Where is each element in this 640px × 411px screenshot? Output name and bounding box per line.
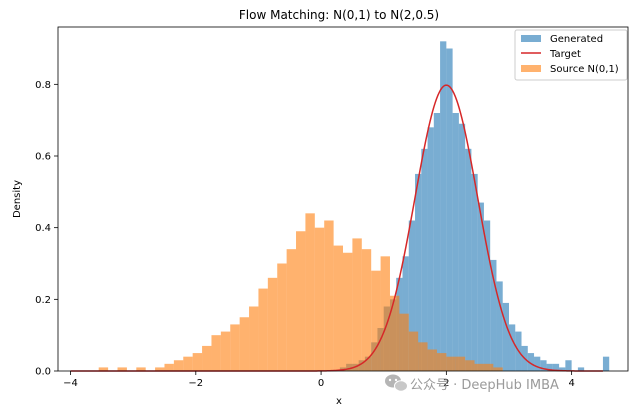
hist-bar-generated-18 (452, 113, 459, 371)
hist-bar-generated-31 (534, 356, 541, 371)
axes-frame (57, 26, 629, 372)
hist-bar-source-n-0-1-16 (277, 263, 287, 371)
hist-bar-source-n-0-1-28 (389, 295, 400, 371)
hist-bar-generated-26 (502, 302, 509, 371)
legend-swatch-source (521, 65, 541, 72)
hist-bar-source-n-0-1-14 (258, 288, 268, 371)
hist-bar-source-n-0-1-7 (192, 353, 203, 371)
hist-bar-source-n-0-1-13 (249, 306, 259, 371)
hist-bar-source-n-0-1-23 (343, 252, 353, 371)
hist-bar-generated-36 (565, 360, 572, 371)
hist-bar-generated-38 (602, 356, 610, 371)
x-tick-label: −2 (188, 378, 203, 389)
y-tick-label: 0.2 (35, 295, 51, 306)
hist-bar-source-n-0-1-22 (333, 245, 343, 371)
hist-bar-source-n-0-1-37 (474, 363, 484, 371)
hist-bar-generated-20 (465, 148, 472, 371)
watermark-text: 公众号 · DeepHub IMBA (410, 378, 559, 393)
hist-bar-generated-13 (421, 148, 428, 371)
y-tick-label: 0.8 (35, 80, 51, 91)
watermark: 公众号 · DeepHub IMBA (385, 374, 559, 393)
hist-bar-source-n-0-1-38 (483, 363, 494, 371)
hist-bar-source-n-0-1-18 (296, 231, 306, 371)
hist-bar-source-n-0-1-31 (418, 342, 428, 371)
hist-bar-source-n-0-1-15 (267, 277, 278, 371)
legend-label-target: Target (549, 49, 581, 60)
hist-bar-source-n-0-1-1 (117, 367, 127, 371)
hist-bar-generated-21 (471, 173, 478, 371)
hist-bar-source-n-0-1-39 (493, 367, 503, 371)
hist-bar-source-n-0-1-4 (164, 363, 174, 371)
hist-bar-source-n-0-1-35 (455, 356, 466, 371)
hist-bar-source-n-0-1-10 (220, 331, 231, 371)
hist-bar-source-n-0-1-9 (211, 335, 221, 371)
hist-bar-source-n-0-1-6 (183, 356, 193, 371)
hist-bar-source-n-0-1-34 (446, 356, 456, 371)
hist-bar-source-n-0-1-29 (399, 313, 409, 371)
hist-bar-source-n-0-1-36 (465, 360, 475, 371)
hist-bar-source-n-0-1-25 (361, 249, 372, 371)
hist-bar-generated-23 (483, 220, 491, 371)
hist-bar-generated-35 (559, 367, 566, 371)
wechat-icon (385, 374, 408, 392)
hist-bar-source-n-0-1-17 (286, 249, 297, 371)
hist-bar-generated-24 (490, 259, 497, 371)
legend-label-source: Source N(0,1) (550, 64, 619, 75)
x-axis-label: x (336, 396, 342, 407)
hist-bar-source-n-0-1-27 (380, 256, 390, 371)
hist-bar-generated-15 (433, 113, 441, 371)
hist-bar-source-n-0-1-3 (155, 367, 165, 371)
y-tick-label: 0.0 (35, 367, 51, 378)
x-tick-label: −4 (63, 378, 78, 389)
hist-bar-generated-16 (440, 41, 447, 371)
legend-box (514, 29, 628, 81)
y-tick-label: 0.6 (35, 152, 51, 163)
hist-bar-generated-14 (427, 127, 434, 371)
hist-bar-generated-37 (577, 367, 585, 371)
hist-bar-generated-12 (415, 173, 422, 371)
hist-bar-generated-30 (527, 353, 535, 371)
hist-bar-generated-11 (408, 220, 416, 371)
hist-bar-generated-27 (508, 324, 516, 371)
x-tick-label: 4 (568, 378, 574, 389)
hist-bar-source-n-0-1-19 (305, 213, 315, 371)
hist-bar-source-n-0-1-24 (352, 238, 362, 371)
hist-bar-source-n-0-1-8 (202, 345, 212, 371)
x-tick-label: 0 (318, 378, 324, 389)
hist-bar-source-n-0-1-33 (436, 353, 447, 371)
hist-bar-source-n-0-1-30 (408, 331, 419, 371)
hist-bar-generated-34 (552, 363, 560, 371)
hist-bar-source-n-0-1-11 (230, 324, 240, 371)
axes: −4 −2 0 2 4 0.0 0.2 0.4 0.6 0.8 (35, 26, 629, 389)
hist-bar-generated-32 (540, 360, 547, 371)
hist-bar-source-n-0-1-5 (173, 360, 184, 371)
legend-label-generated: Generated (550, 34, 603, 45)
hist-bar-source-n-0-1-2 (136, 367, 146, 371)
chart-title: Flow Matching: N(0,1) to N(2,0.5) (239, 8, 439, 22)
hist-bar-generated-17 (446, 48, 453, 371)
x-tick-label: 2 (443, 378, 449, 389)
hist-bar-generated-19 (458, 123, 466, 371)
hist-bar-source-n-0-1-12 (239, 317, 250, 371)
hist-bar-generated-33 (546, 363, 553, 371)
plot-area (70, 41, 610, 372)
y-tick-label: 0.4 (35, 223, 51, 234)
hist-bar-source-n-0-1-21 (324, 220, 334, 371)
hist-bar-source-n-0-1-20 (314, 227, 325, 371)
hist-bar-generated-22 (477, 202, 484, 371)
legend-swatch-generated (521, 35, 541, 42)
hist-bar-generated-10 (402, 256, 409, 371)
hist-bar-source-n-0-1-0 (98, 367, 109, 371)
hist-bar-generated-25 (496, 281, 503, 371)
legend: Generated Target Source N(0,1) (514, 29, 628, 81)
hist-bar-source-n-0-1-32 (427, 349, 437, 371)
hist-bar-source-n-0-1-26 (371, 270, 381, 371)
y-axis-label: Density (12, 180, 23, 218)
